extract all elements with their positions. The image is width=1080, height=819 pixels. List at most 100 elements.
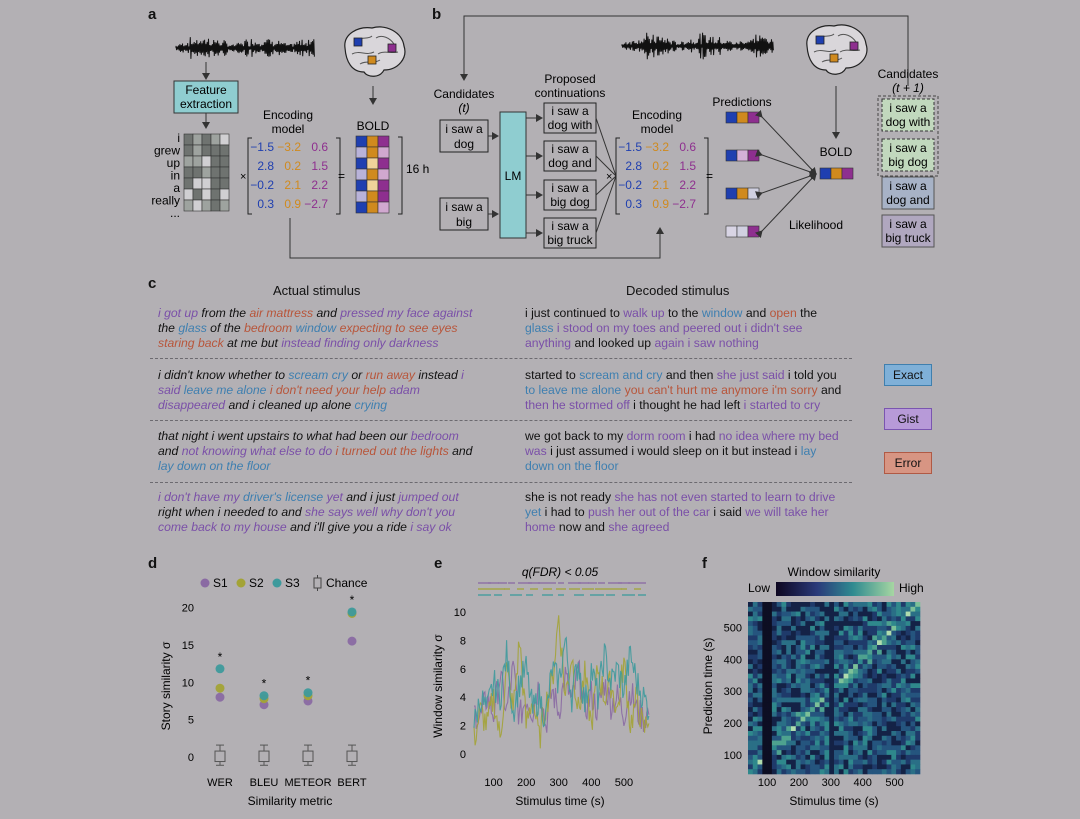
heatmap-cell xyxy=(748,635,754,641)
continuation-connector xyxy=(595,155,617,177)
heatmap-cell xyxy=(752,711,758,717)
heatmap-cell xyxy=(881,688,887,694)
heatmap-cell xyxy=(891,683,897,689)
heatmap-cell xyxy=(910,602,916,608)
heatmap-cell xyxy=(791,654,797,660)
heatmap-cell xyxy=(862,759,868,765)
heatmap-cell xyxy=(767,611,773,617)
plain-span: from the xyxy=(197,306,250,320)
heatmap-cell xyxy=(786,759,792,765)
heatmap-cell xyxy=(896,654,902,660)
heatmap-cell xyxy=(896,683,902,689)
heatmap-cell xyxy=(795,673,801,679)
error-span: i turned out the lights xyxy=(335,444,449,458)
heatmap-cell xyxy=(853,602,859,608)
continuation-3-line2: big truck xyxy=(547,233,593,247)
heatmap-cell xyxy=(814,616,820,622)
heatmap-cell xyxy=(829,611,835,617)
e-xtick: 200 xyxy=(517,777,535,789)
bold-cell xyxy=(366,201,379,214)
heatmap-cell xyxy=(810,659,816,665)
heatmap-cell xyxy=(810,673,816,679)
heatmap-cell xyxy=(905,654,911,660)
gist-span: dorm room xyxy=(626,429,686,443)
decoded-line: down on the floor xyxy=(525,459,875,474)
heatmap-cell xyxy=(881,750,887,756)
heatmap-cell xyxy=(767,606,773,612)
plain-span: and i'll give you a ride xyxy=(286,520,411,534)
heatmap-cell xyxy=(748,688,754,694)
heatmap-cell xyxy=(900,602,906,608)
heatmap-cell xyxy=(862,769,868,775)
heatmap-cell xyxy=(834,654,840,660)
heatmap-cell xyxy=(853,769,859,775)
heatmap-cell xyxy=(810,769,816,775)
heatmap-cell xyxy=(748,654,754,660)
heatmap-cell xyxy=(834,750,840,756)
heatmap-cell xyxy=(829,697,835,703)
heatmap-cell xyxy=(748,764,754,770)
heatmap-cell xyxy=(805,745,811,751)
heatmap-cell xyxy=(881,678,887,684)
e-xtick: 400 xyxy=(582,777,600,789)
heatmap-cell xyxy=(867,735,873,741)
heatmap-cell xyxy=(805,688,811,694)
heatmap-cell xyxy=(757,625,763,631)
heatmap-cell xyxy=(915,716,921,722)
heatmap-cell xyxy=(867,692,873,698)
heatmap-cell xyxy=(862,750,868,756)
gist-span: i don't have my xyxy=(158,490,243,504)
heatmap-cell xyxy=(867,625,873,631)
heatmap-cell xyxy=(757,750,763,756)
heatmap-cell xyxy=(857,606,863,612)
heatmap-cell xyxy=(872,673,878,679)
point-S3 xyxy=(215,664,225,674)
heatmap-cell xyxy=(805,664,811,670)
heatmap-cell xyxy=(805,630,811,636)
heatmap-cell xyxy=(905,759,911,765)
heatmap-cell xyxy=(762,769,768,775)
heatmap-cell xyxy=(791,630,797,636)
heatmap-cell xyxy=(829,711,835,717)
heatmap-cell xyxy=(891,678,897,684)
heatmap-cell xyxy=(771,678,777,684)
heatmap-cell xyxy=(900,673,906,679)
heatmap-cell xyxy=(819,630,825,636)
plain-span: or xyxy=(347,368,366,382)
word-5: really xyxy=(151,194,180,208)
heatmap-cell xyxy=(872,697,878,703)
heatmap-cell xyxy=(791,606,797,612)
plain-span: started to xyxy=(525,368,580,382)
heatmap-cell xyxy=(848,683,854,689)
heatmap-cell xyxy=(824,645,830,651)
heatmap-cell xyxy=(786,745,792,751)
f-xtick: 300 xyxy=(822,777,840,789)
heatmap-cell xyxy=(848,602,854,608)
heatmap-cell xyxy=(819,711,825,717)
heatmap-cell xyxy=(795,678,801,684)
gist-span: yet xyxy=(326,490,343,504)
heatmap-cell xyxy=(767,659,773,665)
heatmap-cell xyxy=(786,754,792,760)
heatmap-cell xyxy=(776,606,782,612)
heatmap-cell xyxy=(872,616,878,622)
heatmap-cell xyxy=(795,716,801,722)
heatmap-cell xyxy=(805,659,811,665)
heatmap-cell xyxy=(891,645,897,651)
heatmap-cell xyxy=(857,764,863,770)
heatmap-cell xyxy=(834,668,840,674)
heatmap-cell xyxy=(781,611,787,617)
legend-dot-s1 xyxy=(200,578,210,588)
heatmap-cell xyxy=(862,621,868,627)
gist-span: push her out of the car xyxy=(588,505,710,519)
heatmap-cell xyxy=(881,673,887,679)
decoded-stimulus-header: Decoded stimulus xyxy=(626,283,730,298)
heatmap-cell xyxy=(819,697,825,703)
heatmap-cell xyxy=(834,606,840,612)
heatmap-cell xyxy=(800,654,806,660)
encoding-model-a-1: Encoding xyxy=(263,108,313,122)
bold-label-b: BOLD xyxy=(820,145,853,159)
heatmap-cell xyxy=(800,668,806,674)
panel-label-b: b xyxy=(432,6,442,23)
